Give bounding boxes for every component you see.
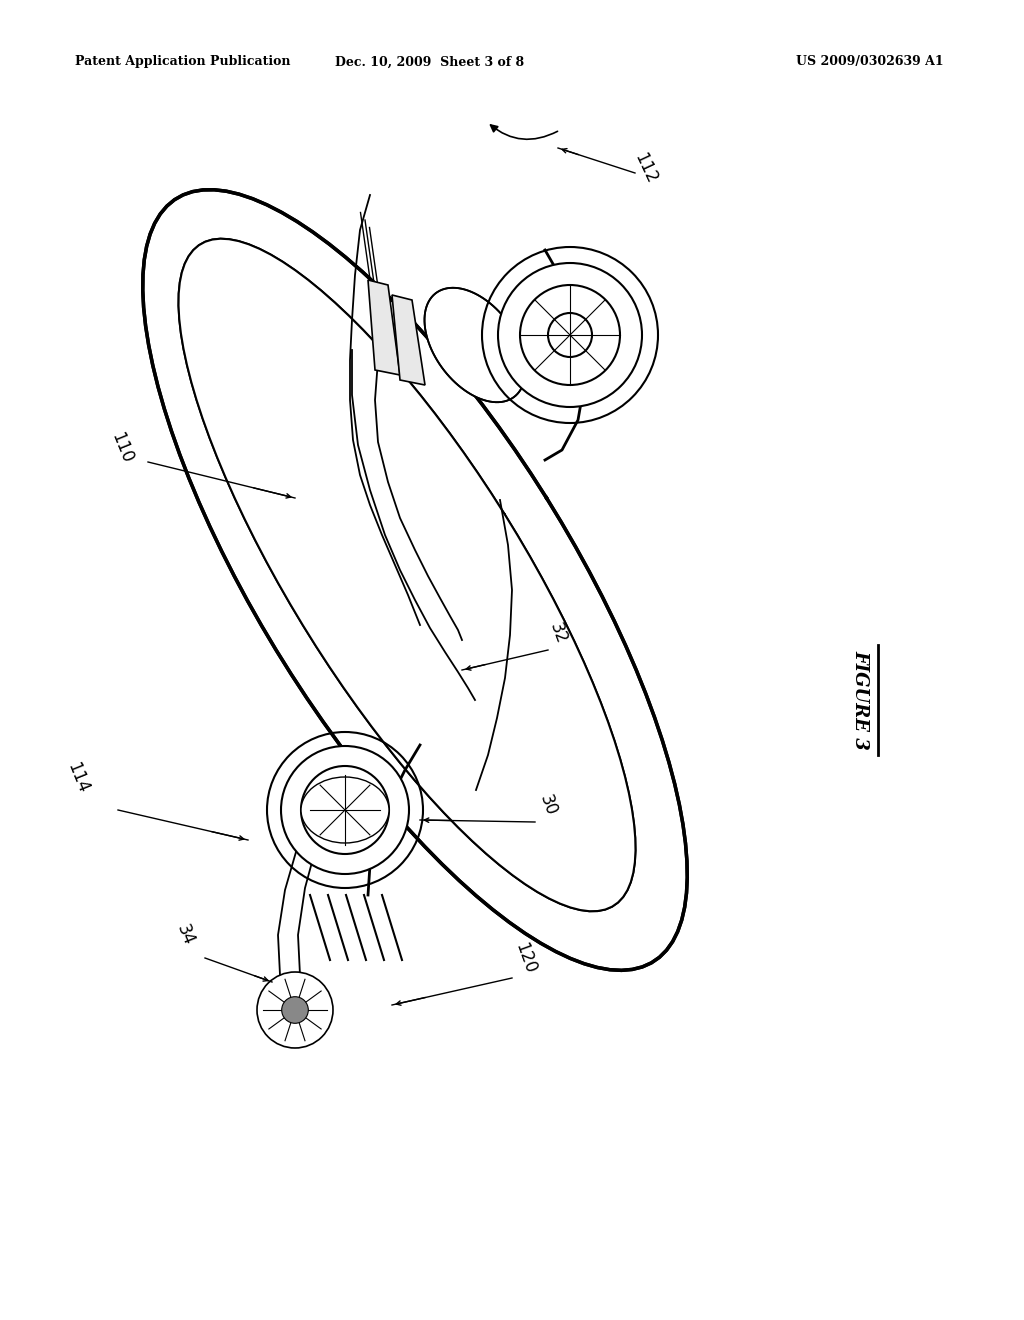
Text: FIGURE 3: FIGURE 3 (851, 651, 869, 750)
Text: 112: 112 (630, 149, 659, 186)
Circle shape (325, 789, 365, 830)
Text: 114: 114 (63, 760, 92, 796)
Text: 32: 32 (546, 620, 570, 645)
Text: 34: 34 (173, 921, 198, 948)
Circle shape (498, 263, 642, 407)
Polygon shape (178, 239, 636, 911)
Text: Dec. 10, 2009  Sheet 3 of 8: Dec. 10, 2009 Sheet 3 of 8 (336, 55, 524, 69)
Polygon shape (425, 288, 525, 403)
Circle shape (281, 746, 409, 874)
Text: 110: 110 (108, 430, 136, 466)
Circle shape (301, 766, 389, 854)
FancyArrowPatch shape (490, 125, 557, 140)
Circle shape (520, 285, 620, 385)
Polygon shape (142, 190, 687, 970)
Text: 120: 120 (511, 940, 539, 975)
Polygon shape (368, 280, 400, 375)
Text: Patent Application Publication: Patent Application Publication (75, 55, 291, 69)
Circle shape (548, 313, 592, 356)
Text: US 2009/0302639 A1: US 2009/0302639 A1 (797, 55, 944, 69)
Circle shape (282, 997, 308, 1023)
Ellipse shape (301, 777, 389, 843)
Text: 30: 30 (536, 792, 560, 818)
Polygon shape (392, 294, 425, 385)
Circle shape (257, 972, 333, 1048)
